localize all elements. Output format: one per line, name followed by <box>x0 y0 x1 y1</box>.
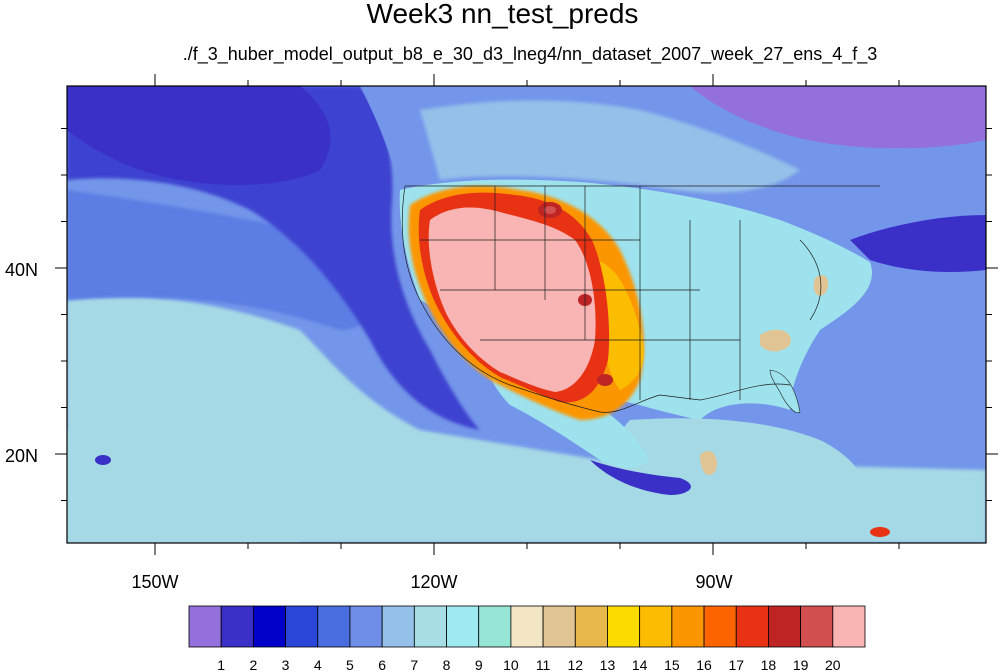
colorbar-label: 3 <box>282 657 290 672</box>
colorbar-label: 14 <box>632 657 648 672</box>
colorbar-label: 8 <box>443 657 451 672</box>
map-ticks <box>55 74 998 555</box>
colorbar-swatch <box>703 605 737 648</box>
colorbar-label: 13 <box>600 657 616 672</box>
colorbar-swatch <box>800 605 834 648</box>
colorbar-swatch <box>735 605 769 648</box>
colorbar-label: 12 <box>567 657 583 672</box>
colorbar-label: 16 <box>696 657 712 672</box>
colorbar-label: 9 <box>475 657 483 672</box>
border-lines <box>401 185 880 413</box>
colorbar-swatch <box>768 605 802 648</box>
colorbar-label: 1 <box>217 657 225 672</box>
colorbar-swatch <box>607 605 641 648</box>
colorbar-label: 5 <box>346 657 354 672</box>
lat-label-40n: 40N <box>5 260 38 280</box>
lon-label-120w: 120W <box>410 572 457 592</box>
map-subtitle: ./f_3_huber_model_output_b8_e_30_d3_lneg… <box>182 44 878 64</box>
colorbar-label: 15 <box>664 657 680 672</box>
colorbar-label: 18 <box>761 657 777 672</box>
colorbar-labels: 1 2 3 4 5 6 7 8 9 10 11 12 13 14 15 16 17 18 19 20 <box>217 657 841 672</box>
colorbar-swatch <box>639 605 673 648</box>
colorbar-swatch <box>413 605 447 648</box>
colorbar-swatch <box>381 605 415 648</box>
colorbar-label: 20 <box>825 657 841 672</box>
colorbar-swatch <box>510 605 544 648</box>
colorbar <box>188 605 866 648</box>
colorbar-label: 19 <box>793 657 809 672</box>
colorbar-label: 6 <box>378 657 386 672</box>
colorbar-label: 2 <box>249 657 257 672</box>
colorbar-swatch <box>252 605 286 648</box>
map-field <box>67 86 986 543</box>
map-title: Week3 nn_test_preds <box>366 0 639 29</box>
lon-label-150w: 150W <box>131 572 178 592</box>
colorbar-swatch <box>446 605 480 648</box>
colorbar-swatch <box>349 605 383 648</box>
colorbar-label: 10 <box>503 657 519 672</box>
colorbar-swatch <box>478 605 512 648</box>
colorbar-swatch <box>671 605 705 648</box>
colorbar-label: 17 <box>728 657 744 672</box>
colorbar-swatch <box>317 605 351 648</box>
lon-label-90w: 90W <box>695 572 732 592</box>
colorbar-swatch <box>220 605 254 648</box>
colorbar-label: 7 <box>410 657 418 672</box>
colorbar-swatch <box>285 605 319 648</box>
colorbar-swatch <box>542 605 576 648</box>
colorbar-label: 11 <box>536 657 551 672</box>
colorbar-swatch <box>832 605 866 648</box>
colorbar-label: 4 <box>314 657 322 672</box>
lat-label-20n: 20N <box>5 446 38 466</box>
colorbar-swatch <box>188 605 222 648</box>
colorbar-swatch <box>574 605 608 648</box>
